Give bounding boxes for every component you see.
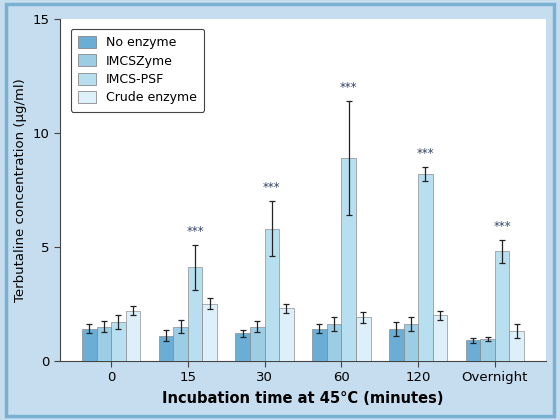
Bar [96,327,111,361]
Bar [433,315,447,361]
Bar [173,327,188,361]
Bar [82,329,96,361]
Bar [235,333,250,361]
Bar [250,327,265,361]
Bar [203,304,217,361]
Text: ***: *** [186,225,204,238]
Bar [125,311,141,361]
Bar [418,174,433,361]
Bar [466,340,480,361]
Bar [158,336,173,361]
Bar [404,324,418,361]
Text: ***: *** [340,81,357,94]
Bar [111,322,125,361]
Bar [389,329,404,361]
Text: ***: *** [493,220,511,233]
Bar [342,158,356,361]
Bar [188,267,203,361]
Bar [480,339,495,361]
Text: ***: *** [417,147,434,160]
Bar [327,324,342,361]
Bar [279,308,294,361]
Bar [495,251,510,361]
X-axis label: Incubation time at 45°C (minutes): Incubation time at 45°C (minutes) [162,391,444,406]
Text: ***: *** [263,181,281,194]
Y-axis label: Terbutaline concentration (µg/ml): Terbutaline concentration (µg/ml) [14,78,27,302]
Bar [510,331,524,361]
Bar [312,329,327,361]
Legend: No enzyme, IMCSZyme, IMCS-PSF, Crude enzyme: No enzyme, IMCSZyme, IMCS-PSF, Crude enz… [71,29,204,112]
Bar [265,228,279,361]
Bar [356,318,371,361]
